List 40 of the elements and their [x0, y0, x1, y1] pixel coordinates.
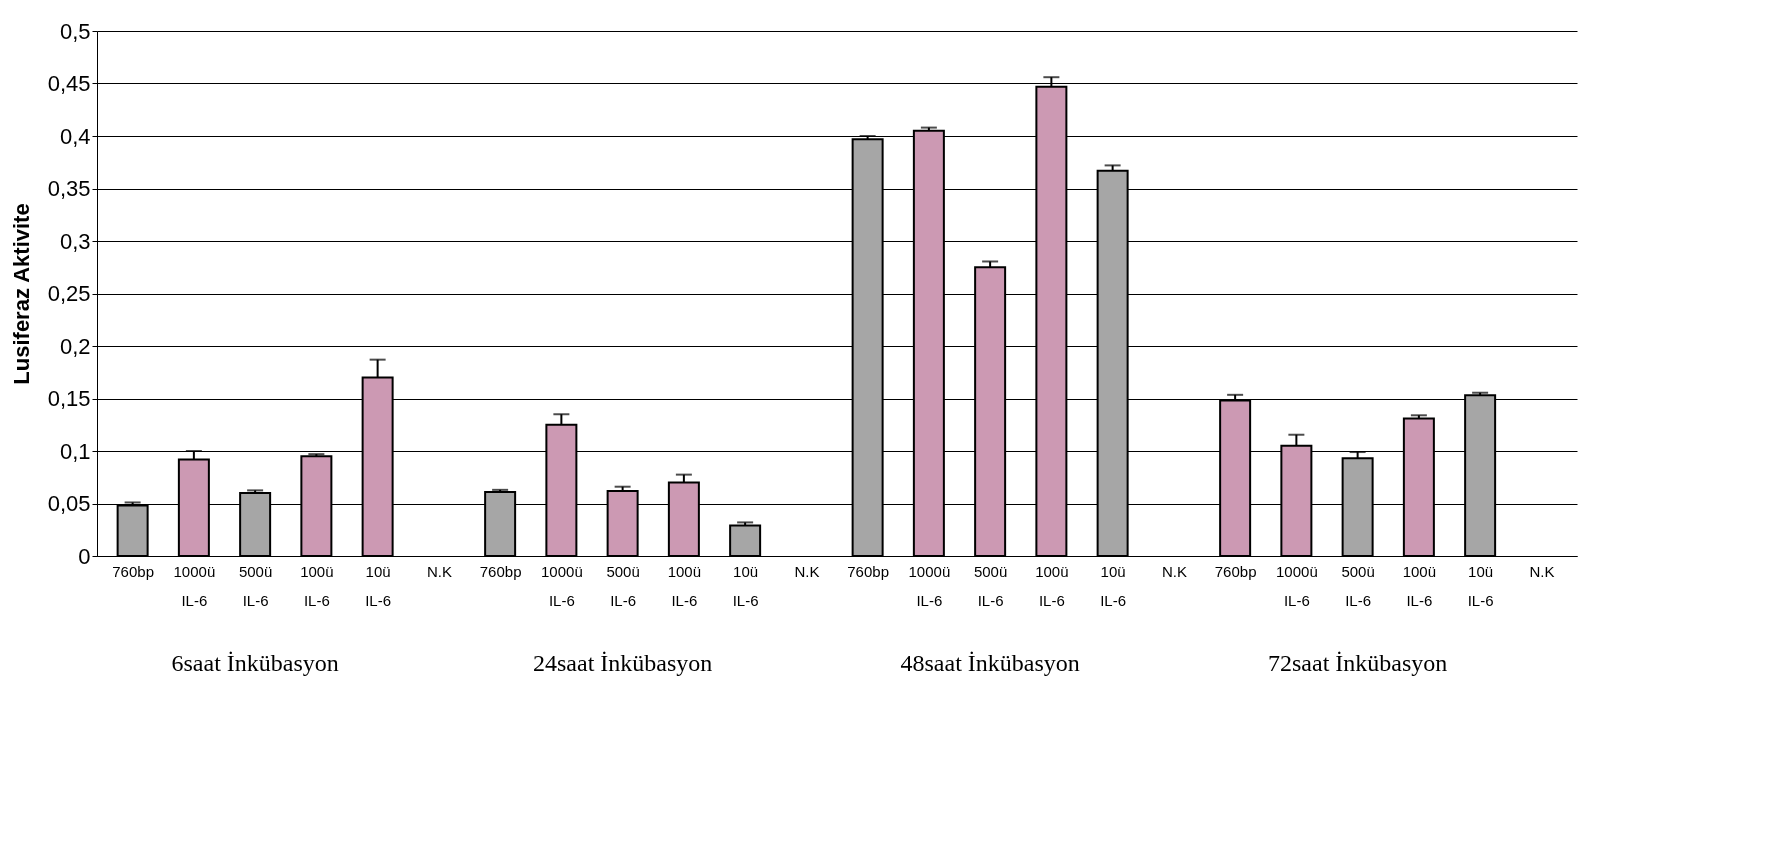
x-tick-label: 760bp: [479, 562, 522, 580]
x-tick-label: 10ü IL-6: [365, 562, 392, 609]
x-tick-label: 500ü IL-6: [973, 562, 1008, 609]
x-tick-label: N.K: [1529, 562, 1555, 580]
x-tick-label: 100ü IL-6: [300, 562, 334, 609]
y-tick-label: 0,05: [47, 491, 91, 516]
y-tick-label: 0,25: [47, 281, 91, 306]
text: 72saat İnkübasyon: [1267, 650, 1448, 676]
y-axis-title: Lusiferaz Aktivite: [8, 203, 34, 385]
x-tick-label: 760bp: [847, 562, 889, 580]
y-tick-label: 0,15: [47, 386, 91, 411]
x-tick-label: 10ü IL-6: [732, 562, 759, 609]
x-tick-label: 760bp: [1214, 562, 1257, 580]
x-tick-label: 760bp: [112, 562, 154, 580]
x-tick-label: 100ü IL-6: [1035, 562, 1069, 609]
y-tick-label: 0,5: [59, 18, 91, 44]
x-tick-label: 500ü IL-6: [1341, 562, 1375, 609]
x-tick-label: 10ü IL-6: [1100, 562, 1127, 609]
x-tick-label: 1000ü IL-6: [173, 562, 216, 609]
y-tick-label: 0,35: [47, 176, 91, 201]
x-tick-label: N.K: [426, 562, 452, 580]
x-tick-label: N.K: [1161, 562, 1187, 580]
x-tick-label: 100ü IL-6: [667, 562, 702, 609]
x-tick-label: 1000ü IL-6: [541, 562, 583, 609]
text: 24saat İnkübasyon: [532, 650, 713, 676]
x-tick-label: 1000ü IL-6: [908, 562, 951, 609]
y-tick-label: 0,1: [59, 438, 91, 464]
x-tick-label: 100ü IL-6: [1402, 562, 1437, 609]
x-tick-label: 500ü IL-6: [238, 562, 273, 609]
y-tick-label: 0: [78, 543, 91, 569]
x-tick-label: 1000ü IL-6: [1276, 562, 1318, 609]
y-tick-label: 0,4: [59, 123, 91, 149]
y-tick-label: 0,3: [59, 228, 91, 254]
x-tick-label: 10ü IL-6: [1467, 562, 1494, 609]
y-tick-label: 0,2: [59, 333, 91, 359]
y-tick-label: 0,45: [47, 71, 91, 96]
text: 6saat İnkübasyon: [171, 650, 339, 676]
text: 48saat İnkübasyon: [900, 650, 1080, 676]
x-tick-label: N.K: [794, 562, 820, 580]
x-tick-label: 500ü IL-6: [606, 562, 640, 609]
